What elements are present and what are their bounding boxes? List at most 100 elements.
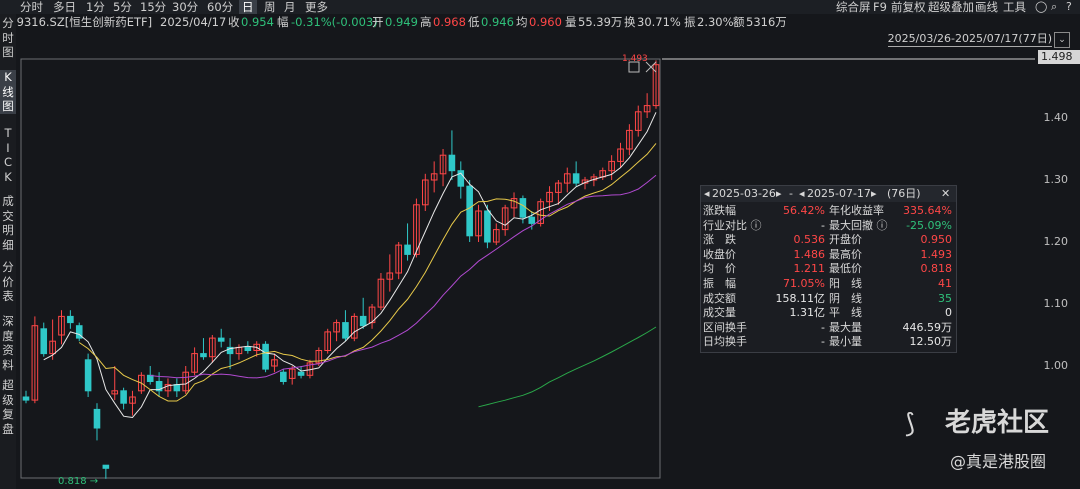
high-value: 0.968 [433, 15, 466, 29]
tool-menu-item-3[interactable]: 超级叠加 [928, 0, 974, 14]
stats-label: 阳 线 [829, 277, 862, 290]
candle-body [49, 340, 56, 355]
tool-menu-item-4[interactable]: 画线 [975, 0, 998, 14]
close-value: 0.954 [241, 15, 274, 29]
candle-body [200, 353, 207, 358]
candle-body [359, 315, 367, 327]
stats-value: 0.818 [920, 262, 953, 276]
candle-body [155, 381, 163, 392]
tool-menu-item-2[interactable]: 前复权 [891, 0, 926, 14]
candle-body [413, 204, 420, 255]
candle-body [324, 331, 331, 351]
candle-body [537, 201, 544, 224]
period-tab-7[interactable]: 日 [239, 0, 257, 14]
candle-body [608, 160, 615, 172]
period-tab-3[interactable]: 5分 [113, 0, 132, 14]
next-start-icon[interactable]: ▸ [776, 187, 782, 200]
stats-row: 均 价 1.211 最低价 0.818 [701, 262, 956, 277]
candle-body [368, 306, 376, 324]
candle-body [173, 384, 181, 392]
candle-body [546, 191, 553, 203]
brand-watermark: 老虎社区 [945, 408, 1050, 438]
help-icon[interactable]: ? [1066, 0, 1072, 13]
user-icon[interactable]: ◯ [1035, 0, 1048, 13]
period-tab-5[interactable]: 30分 [172, 0, 199, 14]
candle-body [120, 390, 127, 404]
period-tab-8[interactable]: 周 [264, 0, 276, 14]
candle-body [395, 244, 402, 274]
side-tab-5[interactable]: 深度资料 [2, 314, 14, 372]
candle-body [626, 129, 633, 150]
stats-label: 收盘价 [703, 247, 736, 261]
candle-body [572, 173, 580, 184]
high-label: 高 [420, 15, 432, 29]
candle-body [138, 374, 145, 392]
next-end-icon[interactable]: ▸ [871, 187, 877, 200]
candle-body [209, 337, 216, 358]
low-label: 低 [468, 15, 480, 29]
stats-row: 涨跌幅 56.42% 年化收益率 335.64% [701, 204, 956, 219]
volume-label: 量 [565, 15, 577, 29]
change-label: 幅 [277, 15, 289, 29]
candle-body [510, 198, 518, 209]
date-range-label[interactable]: 2025/03/26-2025/07/17(77日) [887, 32, 1052, 47]
candle-body [484, 210, 491, 243]
ma5-line [43, 112, 657, 419]
side-tab-6[interactable]: 超级复盘 [2, 378, 14, 436]
tool-menu-item-1[interactable]: F9 [873, 0, 887, 14]
turnover-value: 30.71% [637, 15, 681, 29]
period-tab-9[interactable]: 月 [284, 0, 296, 14]
candle-body [404, 244, 411, 255]
period-tab-0[interactable]: 分时 [20, 0, 43, 14]
stats-end-date[interactable]: 2025-07-17 [807, 187, 871, 200]
candle-body [67, 315, 74, 324]
stats-label: 成交量 [703, 306, 736, 320]
stats-value: 0.950 [920, 233, 953, 247]
candle-body [58, 315, 65, 336]
tool-menu-item-0[interactable]: 综合屏 [836, 0, 871, 14]
stats-label: 最大回撤 ⓘ [829, 218, 888, 232]
period-tab-2[interactable]: 1分 [86, 0, 105, 14]
side-tab-0[interactable]: 分时图 [2, 16, 14, 59]
candle-body [262, 343, 269, 370]
candle-body [111, 390, 119, 395]
amplitude-label: 振 [684, 15, 696, 29]
period-tab-4[interactable]: 15分 [140, 0, 167, 14]
period-tab-6[interactable]: 60分 [207, 0, 234, 14]
stats-value: 0 [945, 306, 952, 320]
candle-body [297, 371, 305, 376]
side-tab-4[interactable]: 分价表 [2, 260, 14, 303]
open-value: 0.949 [385, 15, 418, 29]
stats-row: 行业对比 ⓘ - 最大回撤 ⓘ -25.09% [701, 219, 956, 234]
candle-body [315, 350, 323, 364]
stats-row: 涨 跌 0.536 开盘价 0.950 [701, 233, 956, 248]
prev-start-icon[interactable]: ◂ [704, 187, 710, 200]
period-tab-1[interactable]: 多日 [53, 0, 76, 14]
candle-body [457, 170, 465, 187]
avg-label: 均 [516, 15, 528, 29]
prev-end-icon[interactable]: ◂ [799, 187, 805, 200]
range-dash: - [789, 187, 793, 200]
period-tab-10[interactable]: 更多 [305, 0, 328, 14]
stats-value: 71.05% [783, 277, 825, 290]
search-icon[interactable]: ⌕ [1051, 0, 1058, 13]
candle-body [271, 359, 278, 367]
ma20-line [150, 174, 657, 379]
stats-label: 年化收益率 [829, 204, 884, 217]
range-toggle-icon[interactable]: ⌄ [1054, 32, 1070, 48]
candle-body [617, 148, 624, 162]
stats-header: ◂ 2025-03-26 ▸ - ◂ 2025-07-17 ▸ (76日) ✕ [701, 186, 956, 202]
side-tab-3[interactable]: 成交明细 [2, 194, 14, 252]
close-icon[interactable]: ✕ [941, 187, 951, 200]
stats-label: 阴 线 [829, 291, 862, 305]
change-value: -0.31%(-0.003) [291, 15, 378, 29]
stats-value: - [821, 335, 825, 349]
tool-menu-item-5[interactable]: 工具 [1003, 0, 1026, 14]
stats-label: 最大量 [829, 320, 862, 334]
stats-label: 平 线 [829, 306, 862, 320]
stats-start-date[interactable]: 2025-03-26 [712, 187, 776, 200]
close-chart-icon-b [645, 61, 657, 73]
